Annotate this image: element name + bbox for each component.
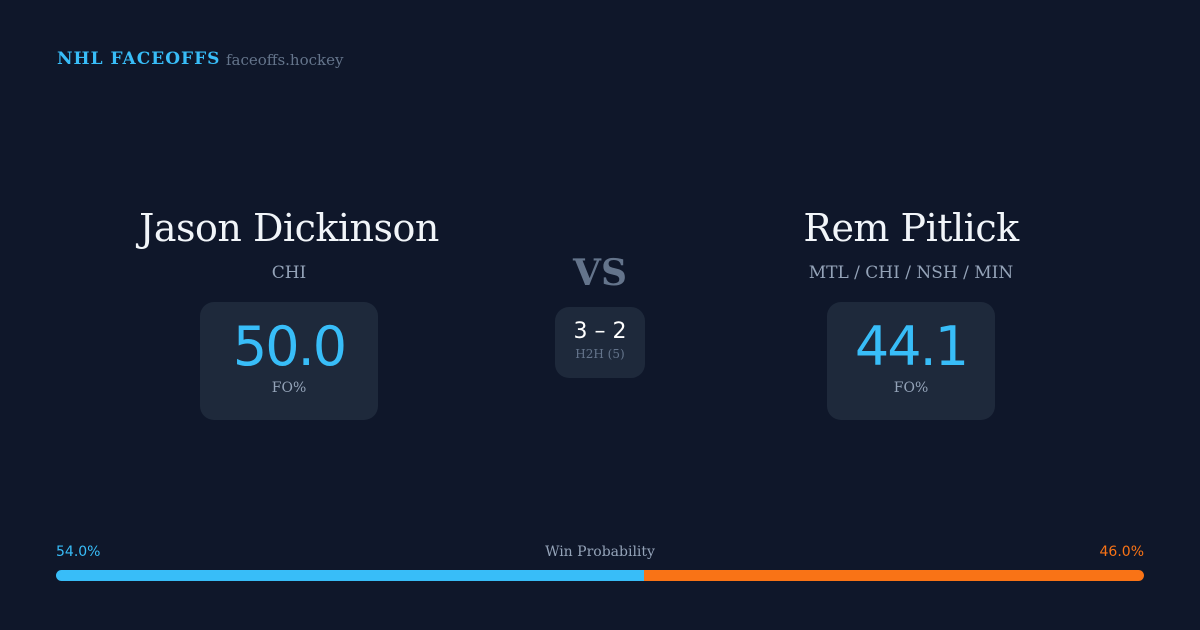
player2-team: MTL / CHI / NSH / MIN — [808, 263, 1014, 283]
win-probability-label: Win Probability — [545, 544, 655, 560]
player2-fo-card: 44.1 FO% — [827, 302, 995, 420]
win-probability-bar — [56, 570, 1144, 581]
vs-label: VS — [573, 252, 627, 294]
right-win-segment — [643, 570, 1144, 581]
player1-fo-value: 50.0 — [232, 315, 347, 378]
h2h-card: 3 – 2 H2H (5) — [555, 307, 645, 378]
left-win-pct: 54.0% — [56, 544, 101, 560]
player1-fo-card: 50.0 FO% — [200, 302, 378, 420]
player2-fo-label: FO% — [893, 380, 929, 396]
h2h-label: H2H (5) — [575, 347, 625, 361]
site-url: faceoffs.hockey — [226, 51, 344, 69]
brand-title: NHL FACEOFFS — [57, 49, 221, 69]
player2-fo-value: 44.1 — [854, 315, 969, 378]
player1-name: Jason Dickinson — [139, 206, 439, 250]
right-win-pct: 46.0% — [1099, 544, 1144, 560]
player1-fo-label: FO% — [271, 380, 307, 396]
player1-team: CHI — [271, 263, 307, 283]
player2-name: Rem Pitlick — [803, 206, 1019, 250]
left-win-segment — [56, 570, 644, 581]
h2h-score: 3 – 2 — [573, 319, 627, 344]
